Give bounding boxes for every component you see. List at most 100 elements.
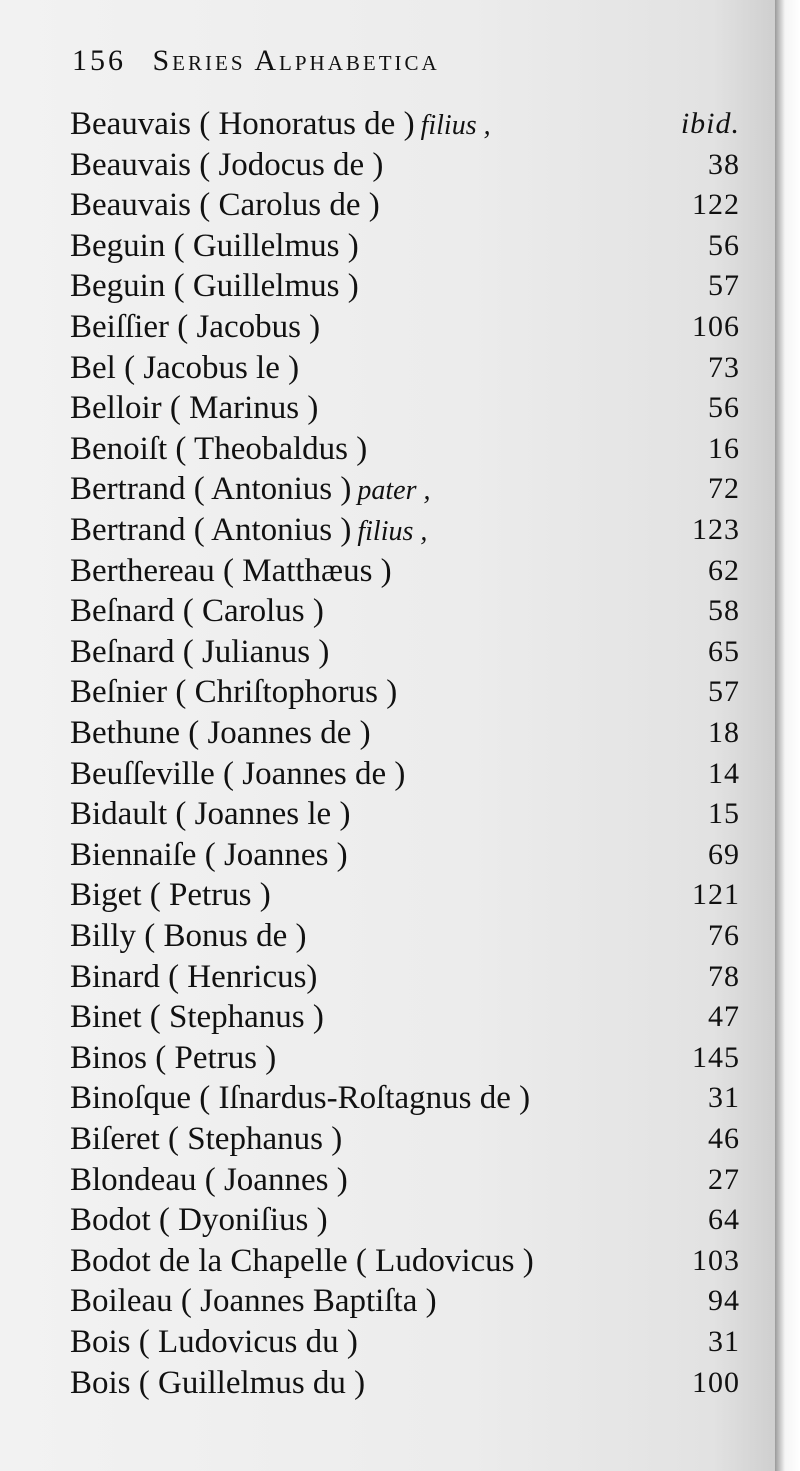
index-entry: Bethune ( Joannes de ) 18 [70, 713, 740, 753]
entry-name: Biennaiſe ( Joannes ) [70, 836, 348, 873]
entry-name: Billy ( Bonus de ) [70, 918, 307, 954]
entry-page: 14 [708, 756, 740, 790]
entry-name: Beguin ( Guillelmus ) [70, 227, 359, 264]
index-entry: Boileau ( Joannes Baptiſta ) 94 [70, 1281, 740, 1321]
index-entry: Beiſſier ( Jacobus ) 106 [70, 307, 740, 347]
entry-page: 106 [692, 310, 740, 343]
index-entry: Billy ( Bonus de ) 76 [70, 916, 740, 956]
entry-page: 18 [708, 716, 740, 749]
entry-page: 76 [708, 919, 740, 952]
index-entry: Binoſque ( Iſnardus-Roſtagnus de ) 31 [70, 1078, 740, 1118]
entry-page: 47 [708, 1000, 740, 1034]
entry-note: filius , [357, 516, 428, 547]
entry-name: Boileau ( Joannes Baptiſta ) [70, 1283, 437, 1320]
entry-page: 64 [708, 1203, 740, 1237]
entry-name: Beauvais ( Jodocus de ) [70, 146, 384, 183]
entry-name: Bel ( Jacobus le ) [70, 349, 300, 386]
entry-name: Biſeret ( Stephanus ) [70, 1121, 343, 1157]
index-entry: Binos ( Petrus ) 145 [70, 1038, 740, 1078]
entry-name: Beauvais ( Honoratus de ) [70, 106, 415, 142]
entry-name: Binoſque ( Iſnardus-Roſtagnus de ) [70, 1080, 531, 1117]
entry-page: ibid. [680, 107, 740, 140]
index-entry: Belloir ( Marinus ) 56 [70, 388, 740, 428]
index-entry: Beguin ( Guillelmus ) 56 [70, 226, 740, 266]
index-entry: Bel ( Jacobus le ) 73 [70, 348, 740, 388]
entry-page: 57 [708, 675, 740, 709]
entry-name: Binet ( Stephanus ) [70, 999, 324, 1036]
index-entry: Bidault ( Joannes le ) 15 [70, 794, 740, 834]
index-entry: Beauvais ( Carolus de ) 122 [70, 185, 740, 225]
entry-name: Bethune ( Joannes de ) [70, 715, 371, 751]
entry-page: 16 [708, 431, 740, 465]
index-entry: Biget ( Petrus ) 121 [70, 875, 740, 915]
entry-page: 65 [708, 634, 740, 668]
entry-page: 94 [708, 1284, 740, 1318]
index-entry: Binet ( Stephanus ) 47 [70, 997, 740, 1037]
index-entry: Biſeret ( Stephanus ) 46 [70, 1119, 740, 1159]
index-entry: Bodot ( Dyoniſius ) 64 [70, 1200, 740, 1240]
entry-name: Beſnard ( Carolus ) [70, 593, 324, 630]
entry-name: Bodot ( Dyoniſius ) [70, 1202, 328, 1239]
page-edge [775, 0, 800, 1471]
entry-page: 27 [708, 1162, 740, 1196]
entry-name: Beſnard ( Julianus ) [70, 633, 330, 670]
index-entry: Beuſſeville ( Joannes de ) 14 [70, 754, 740, 794]
index-entry: Bertrand ( Antonius ) pater , 72 [70, 469, 740, 509]
entry-name: Beuſſeville ( Joannes de ) [70, 755, 406, 792]
index-entry: Bois ( Guillelmus du ) 100 [70, 1363, 740, 1403]
entry-page: 62 [708, 553, 740, 587]
entry-name: Beiſſier ( Jacobus ) [70, 309, 321, 345]
page-number: 156 [72, 44, 126, 77]
index-entry: Benoiſt ( Theobaldus ) 16 [70, 429, 740, 469]
entry-name: Beauvais ( Carolus de ) [70, 187, 380, 224]
index-entry: Bodot de la Chapelle ( Ludovicus ) 103 [70, 1241, 740, 1281]
entry-page: 103 [692, 1243, 740, 1277]
entry-note: filius , [420, 110, 491, 141]
entry-page: 38 [708, 147, 740, 181]
entry-note: pater , [357, 475, 431, 507]
index-entry: Beauvais ( Honoratus de ) filius , ibid. [70, 104, 740, 144]
entry-page: 145 [692, 1040, 740, 1074]
entry-name: Bidault ( Joannes le ) [70, 796, 351, 833]
index-entry: Bois ( Ludovicus du ) 31 [70, 1322, 740, 1362]
index-entry: Beſnard ( Julianus ) 65 [70, 632, 740, 672]
entry-name: Benoiſt ( Theobaldus ) [70, 430, 368, 467]
entry-page: 56 [708, 228, 740, 262]
book-page: 156 Series Alphabetica Beauvais ( Honora… [0, 0, 775, 1471]
index-entry: Beguin ( Guillelmus ) 57 [70, 266, 740, 306]
entry-name: Blondeau ( Joannes ) [70, 1161, 348, 1198]
index-entry: Berthereau ( Matthæus ) 62 [70, 551, 740, 591]
entry-name: Bois ( Ludovicus du ) [70, 1324, 358, 1360]
entry-page: 121 [692, 878, 740, 912]
index-entry: Blondeau ( Joannes ) 27 [70, 1160, 740, 1200]
entry-page: 58 [708, 594, 740, 628]
entry-page: 15 [708, 797, 740, 831]
entry-page: 31 [708, 1081, 740, 1115]
entry-name: Berthereau ( Matthæus ) [70, 552, 392, 589]
entry-page: 122 [692, 188, 740, 222]
entry-name: Binos ( Petrus ) [70, 1039, 277, 1076]
entry-name: Biget ( Petrus ) [70, 877, 271, 914]
entry-name: Bois ( Guillelmus du ) [70, 1364, 366, 1401]
entry-name: Bertrand ( Antonius ) [70, 512, 352, 548]
entry-name: Bertrand ( Antonius ) [70, 471, 352, 508]
index-entry: Binard ( Henricus) 78 [70, 957, 740, 997]
entry-page: 46 [708, 1122, 740, 1155]
entry-name: Beſnier ( Chriſtophorus ) [70, 674, 398, 711]
entry-name: Belloir ( Marinus ) [70, 390, 319, 427]
index-entry: Beſnard ( Carolus ) 58 [70, 591, 740, 631]
running-title: Series Alphabetica [152, 44, 440, 77]
entry-page: 73 [708, 350, 740, 384]
index-entry: Beſnier ( Chriſtophorus ) 57 [70, 672, 740, 712]
entry-page: 31 [708, 1325, 740, 1358]
entry-page: 69 [708, 837, 740, 871]
entry-name: Bodot de la Chapelle ( Ludovicus ) [70, 1242, 534, 1279]
running-header: 156 Series Alphabetica [72, 44, 440, 78]
index-entry: Biennaiſe ( Joannes ) 69 [70, 835, 740, 875]
entry-name: Binard ( Henricus) [70, 958, 318, 995]
entry-page: 78 [708, 959, 740, 993]
entry-name: Beguin ( Guillelmus ) [70, 268, 359, 305]
index-entry: Beauvais ( Jodocus de ) 38 [70, 145, 740, 185]
entry-page: 56 [708, 391, 740, 425]
index-entry: Bertrand ( Antonius ) filius , 123 [70, 510, 740, 550]
